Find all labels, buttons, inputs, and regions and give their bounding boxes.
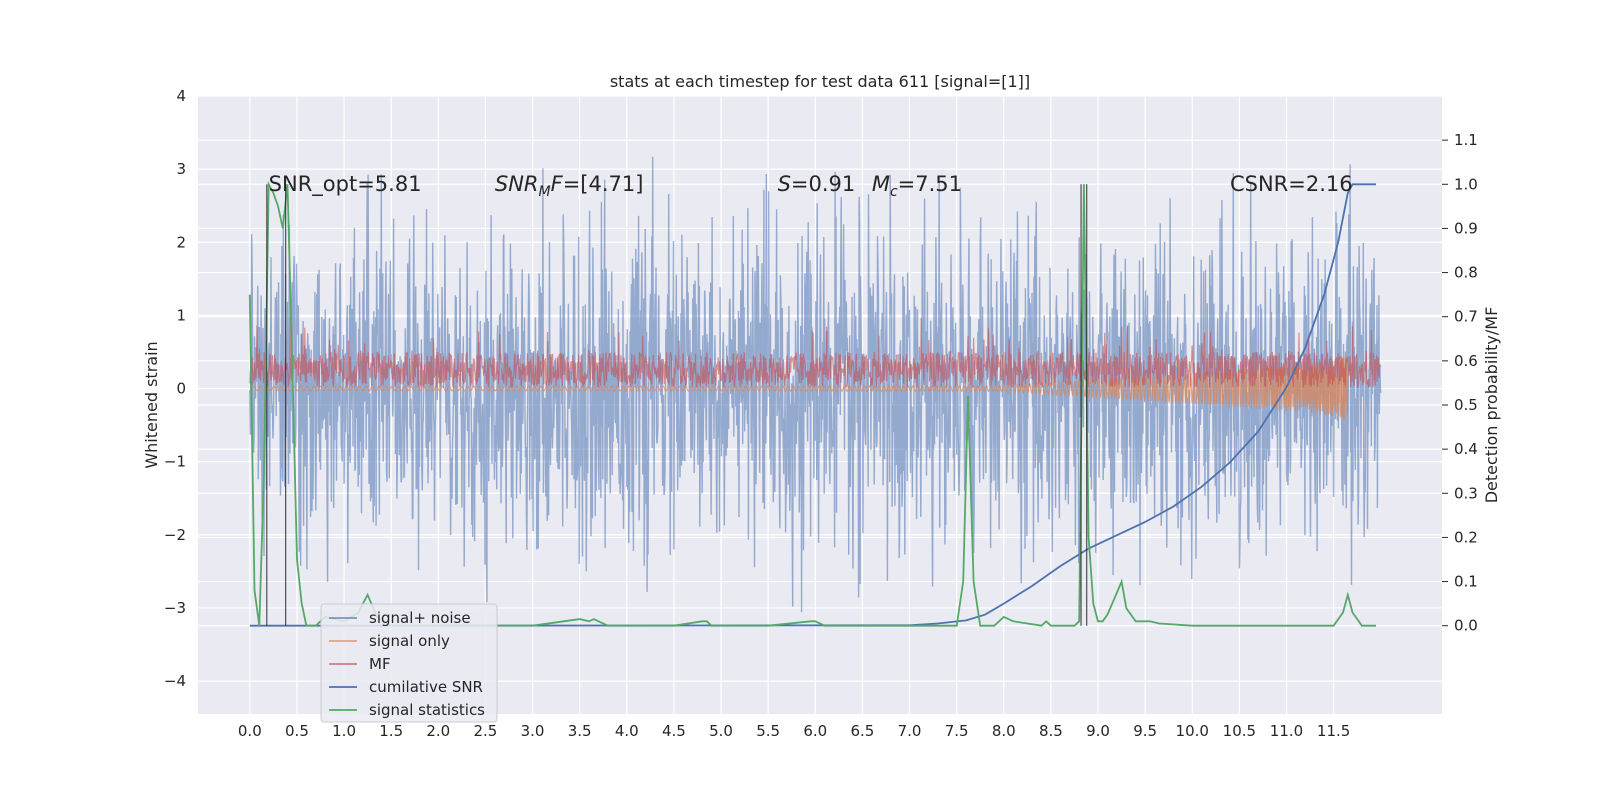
y-axis-right-label: Detection probability/MF bbox=[1482, 307, 1501, 504]
y-axis-left-label: Whitened strain bbox=[142, 341, 161, 468]
y-right-tick-label: 0.7 bbox=[1454, 308, 1478, 326]
y-left-tick-label: −4 bbox=[164, 672, 186, 690]
x-tick-label: 6.5 bbox=[850, 722, 874, 740]
series-signal-statistics bbox=[248, 180, 1376, 627]
x-tick-label: 1.5 bbox=[379, 722, 403, 740]
x-tick-label: 4.0 bbox=[615, 722, 639, 740]
annotation-part: F bbox=[551, 172, 564, 196]
x-tick-label: 1.0 bbox=[332, 722, 356, 740]
legend-box bbox=[320, 603, 498, 723]
legend-label: MF bbox=[369, 655, 391, 673]
annotation-csnr: CSNR=2.16 bbox=[1230, 172, 1353, 196]
tick-labels: 0.0 0.5 1.0 1.5 2.0 2.5 3.0 3.5 4.0 4.5 5.0 5.5 6.0 6… bbox=[164, 87, 1478, 740]
y-right-tick-label: 0.3 bbox=[1454, 484, 1478, 502]
legend: signal+ noise signal only MF cumilative SNR… bbox=[320, 603, 498, 723]
plot-area bbox=[248, 156, 1382, 627]
legend-label: signal statistics bbox=[369, 701, 485, 719]
y-left-tick-label: 0 bbox=[176, 380, 186, 398]
x-tick-label: 9.5 bbox=[1133, 722, 1157, 740]
y-left-tick-label: −1 bbox=[164, 453, 186, 471]
x-tick-label: 9.0 bbox=[1086, 722, 1110, 740]
y-left-tick-label: −3 bbox=[164, 599, 186, 617]
x-tick-label: 5.5 bbox=[756, 722, 780, 740]
annotation-s-val: S=0.91 bbox=[778, 172, 856, 196]
annotations: SNR_opt=5.81 SNRMF=[4.71] S=0.91 Mc=7.51 CSN… bbox=[269, 172, 1353, 200]
y-right-tick-label: 0.0 bbox=[1454, 617, 1478, 635]
x-tick-label: 2.5 bbox=[474, 722, 498, 740]
x-tick-label: 0.5 bbox=[285, 722, 309, 740]
annotation-part: M bbox=[539, 184, 551, 200]
annotation-mc-val: Mc=7.51 bbox=[872, 172, 962, 200]
chart-title: stats at each timestep for test data 611… bbox=[610, 72, 1030, 91]
x-tick-label: 0.0 bbox=[238, 722, 262, 740]
series-signal-only bbox=[249, 355, 1349, 419]
annotation-part: =7.51 bbox=[898, 172, 962, 196]
y-right-tick-label: 0.8 bbox=[1454, 264, 1478, 282]
y-left-tick-label: 4 bbox=[176, 87, 186, 105]
annotation-part: S bbox=[778, 172, 791, 196]
annotation-snr-mf: SNRMF=[4.71] bbox=[495, 172, 644, 200]
series-signal-plus-noise bbox=[249, 156, 1382, 613]
annotation-part: =[4.71] bbox=[563, 172, 644, 196]
x-tick-label: 11.5 bbox=[1317, 722, 1350, 740]
legend-label: signal+ noise bbox=[369, 609, 471, 627]
y-left-tick-label: −2 bbox=[164, 526, 186, 544]
y-right-tick-label: 0.2 bbox=[1454, 528, 1478, 546]
annotation-part: =0.91 bbox=[791, 172, 855, 196]
x-tick-label: 11.0 bbox=[1270, 722, 1303, 740]
x-tick-label: 2.0 bbox=[426, 722, 450, 740]
legend-label: signal only bbox=[369, 632, 450, 650]
y-right-tick-label: 1.1 bbox=[1454, 131, 1478, 149]
y-left-tick-label: 2 bbox=[176, 233, 186, 251]
series-mf bbox=[249, 317, 1382, 389]
x-tick-label: 3.0 bbox=[521, 722, 545, 740]
x-tick-label: 7.5 bbox=[945, 722, 969, 740]
annotation-part: M bbox=[872, 172, 890, 196]
legend-label: cumilative SNR bbox=[369, 678, 483, 696]
annotation-part: c bbox=[890, 184, 898, 200]
y-right-tick-label: 0.9 bbox=[1454, 219, 1478, 237]
x-tick-label: 7.0 bbox=[898, 722, 922, 740]
x-tick-label: 8.0 bbox=[992, 722, 1016, 740]
y-right-tick-label: 0.4 bbox=[1454, 440, 1478, 458]
y-right-tick-label: 0.6 bbox=[1454, 352, 1478, 370]
annotation-snr-opt: SNR_opt=5.81 bbox=[269, 172, 422, 197]
x-tick-label: 10.0 bbox=[1176, 722, 1209, 740]
y-right-tick-label: 0.1 bbox=[1454, 573, 1478, 591]
y-left-tick-label: 3 bbox=[176, 160, 186, 178]
x-tick-label: 6.0 bbox=[803, 722, 827, 740]
y-right-tick-label: 0.5 bbox=[1454, 396, 1478, 414]
x-tick-label: 8.5 bbox=[1039, 722, 1063, 740]
annotation-part: SNR bbox=[495, 172, 539, 196]
x-tick-label: 5.0 bbox=[709, 722, 733, 740]
y-right-tick-label: 1.0 bbox=[1454, 175, 1478, 193]
x-tick-label: 3.5 bbox=[568, 722, 592, 740]
x-tick-label: 10.5 bbox=[1223, 722, 1256, 740]
series-cumilative-snr bbox=[249, 183, 1376, 627]
y-left-tick-label: 1 bbox=[176, 306, 186, 324]
x-tick-label: 4.5 bbox=[662, 722, 686, 740]
